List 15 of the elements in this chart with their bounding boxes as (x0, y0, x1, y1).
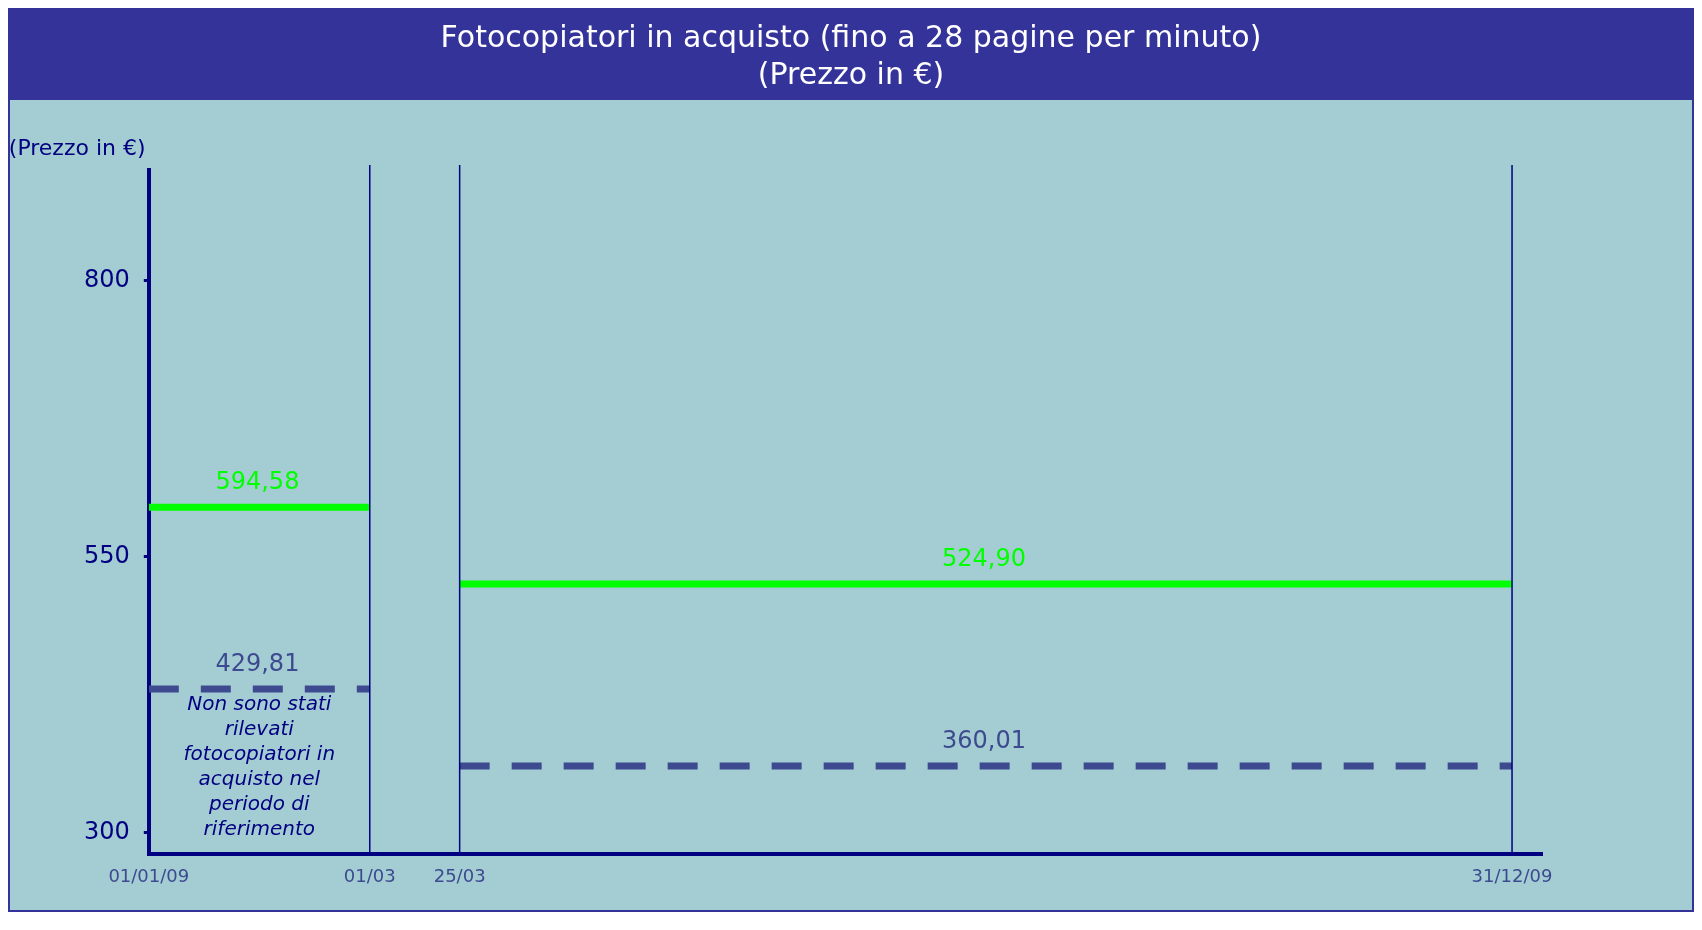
y-tick-label: 800 (84, 264, 130, 293)
x-tick-label: 31/12/09 (1471, 864, 1553, 886)
y-tick-label: 300 (84, 816, 130, 845)
y-tick-label: 550 (84, 540, 130, 569)
data-label: 360,01 (941, 726, 1026, 755)
y-axis-title: (Prezzo in €) (8, 134, 146, 160)
x-tick-label: 01/03 (343, 864, 396, 886)
chart-subtitle: (Prezzo in €) (756, 55, 946, 92)
data-label: 524,90 (941, 544, 1026, 573)
annotation: Non sono stati rilevati fotocopiatori in acquisto nel periodo di riferimento (183, 690, 336, 840)
x-tick-label: 01/01/09 (108, 864, 190, 886)
data-label: 429,81 (215, 649, 300, 678)
data-label: 594,58 (215, 467, 300, 496)
x-tick-label: 25/03 (433, 864, 486, 886)
chart-title: Fotocopiatori in acquisto (fino a 28 pagine per minuto) (439, 18, 1263, 55)
